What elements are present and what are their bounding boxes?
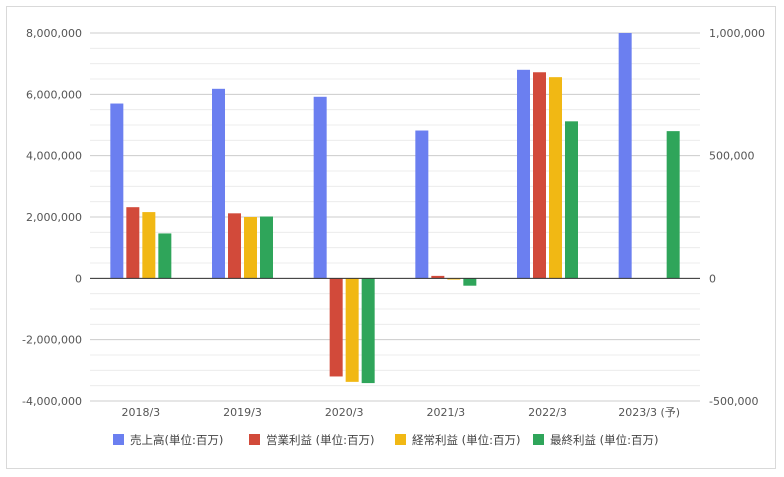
right-tick-label: 0 [709,272,716,285]
legend-swatch [249,434,260,445]
chart-frame [6,6,776,469]
grid-lines [90,32,700,402]
bar [666,131,680,279]
bar [533,72,546,279]
left-axis-ticks: -4,000,000 -2,000,000 0 2,000,000 4,000,000 6… [22,27,82,408]
left-tick-label: 6,000,000 [26,88,82,101]
bar [345,278,359,382]
bar [618,33,632,279]
bar [228,213,241,279]
right-tick-label: 1,000,000 [709,27,765,40]
category-label: 2023/3 (予) [618,406,680,419]
legend-label: 営業利益 (単位:百万) [266,433,375,447]
bar [517,69,530,279]
bar [565,121,578,279]
bar [313,96,327,279]
bar [415,130,429,279]
bar [158,233,172,279]
category-labels: 2018/3 2019/3 2020/3 2021/3 2022/3 2023/3 (予) [121,406,680,419]
bar [463,278,477,286]
legend-label: 経常利益 (単位:百万) [412,433,521,447]
left-tick-label: 8,000,000 [26,27,82,40]
category-label: 2021/3 [426,406,465,419]
bars-layer [110,33,680,384]
category-label: 2018/3 [121,406,160,419]
category-label: 2020/3 [325,406,364,419]
bar [447,278,461,280]
right-tick-label: 500,000 [709,150,755,163]
bar [126,207,140,279]
bar [431,275,445,279]
right-tick-label: -500,000 [709,395,758,408]
category-label: 2019/3 [223,406,262,419]
legend-label: 売上高(単位:百万) [130,433,223,447]
left-tick-label: 4,000,000 [26,150,82,163]
left-tick-label: 0 [75,272,82,285]
legend-label: 最終利益 (単位:百万) [550,433,659,447]
right-axis-ticks: -500,000 0 500,000 1,000,000 [709,27,765,408]
legend-swatch [113,434,124,445]
legend-swatch [533,434,544,445]
bar [110,103,124,279]
category-label: 2022/3 [528,406,567,419]
legend-swatch [395,434,406,445]
bar [549,77,562,279]
bar [212,88,225,279]
bar [361,278,375,384]
left-tick-label: -4,000,000 [22,395,82,408]
left-tick-label: 2,000,000 [26,211,82,224]
legend: 売上高(単位:百万) 営業利益 (単位:百万) 経常利益 (単位:百万) 最終利益 (… [113,433,659,447]
left-tick-label: -2,000,000 [22,334,82,347]
bar [142,212,156,279]
bar [260,216,273,279]
bar [329,278,343,377]
bar [244,217,257,279]
